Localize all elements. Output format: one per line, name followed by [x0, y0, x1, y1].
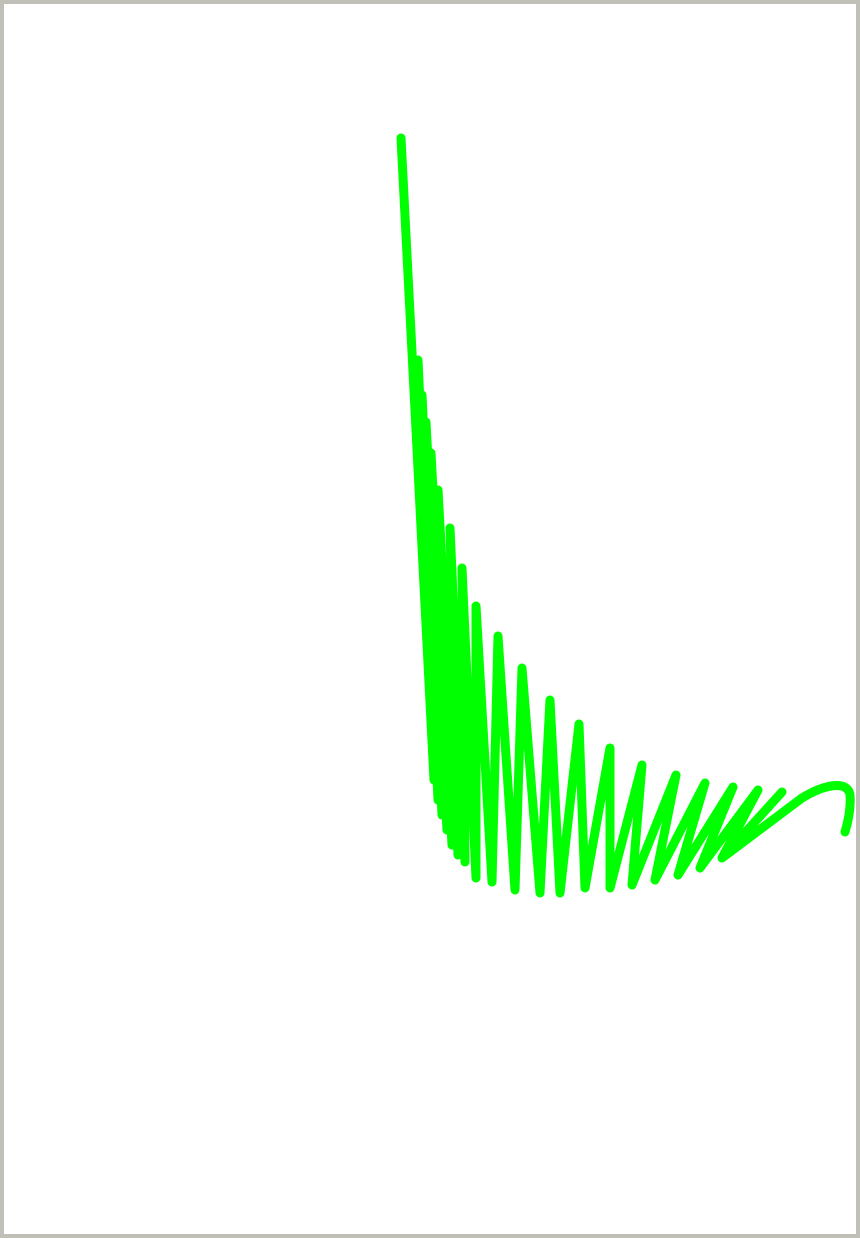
- green-stroke: [396, 133, 855, 898]
